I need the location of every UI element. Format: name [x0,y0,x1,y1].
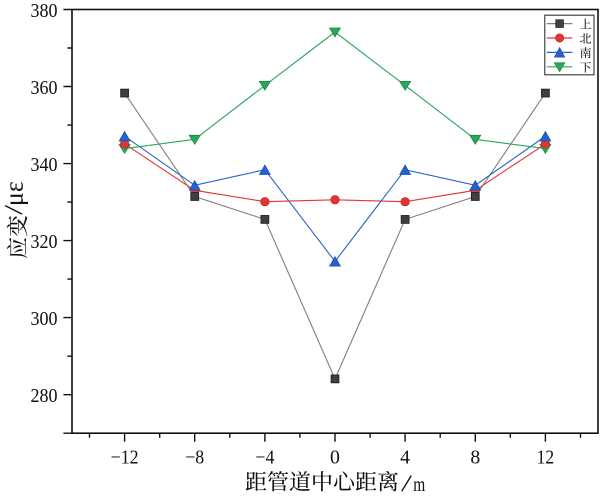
svg-text:με: με [0,181,29,206]
svg-text:12: 12 [537,446,555,468]
svg-text:300: 300 [31,308,58,330]
svg-text:360: 360 [31,77,58,99]
svg-text:8: 8 [470,446,480,468]
svg-text:−8: −8 [185,446,204,468]
svg-text:280: 280 [31,385,58,407]
svg-text:340: 340 [31,154,58,176]
svg-text:0: 0 [330,446,340,468]
svg-text:m: m [413,472,425,496]
svg-text:4: 4 [400,446,410,468]
svg-text:−12: −12 [111,446,139,468]
svg-text:−4: −4 [255,446,274,468]
svg-text:320: 320 [31,231,58,253]
svg-text:380: 380 [31,0,58,22]
